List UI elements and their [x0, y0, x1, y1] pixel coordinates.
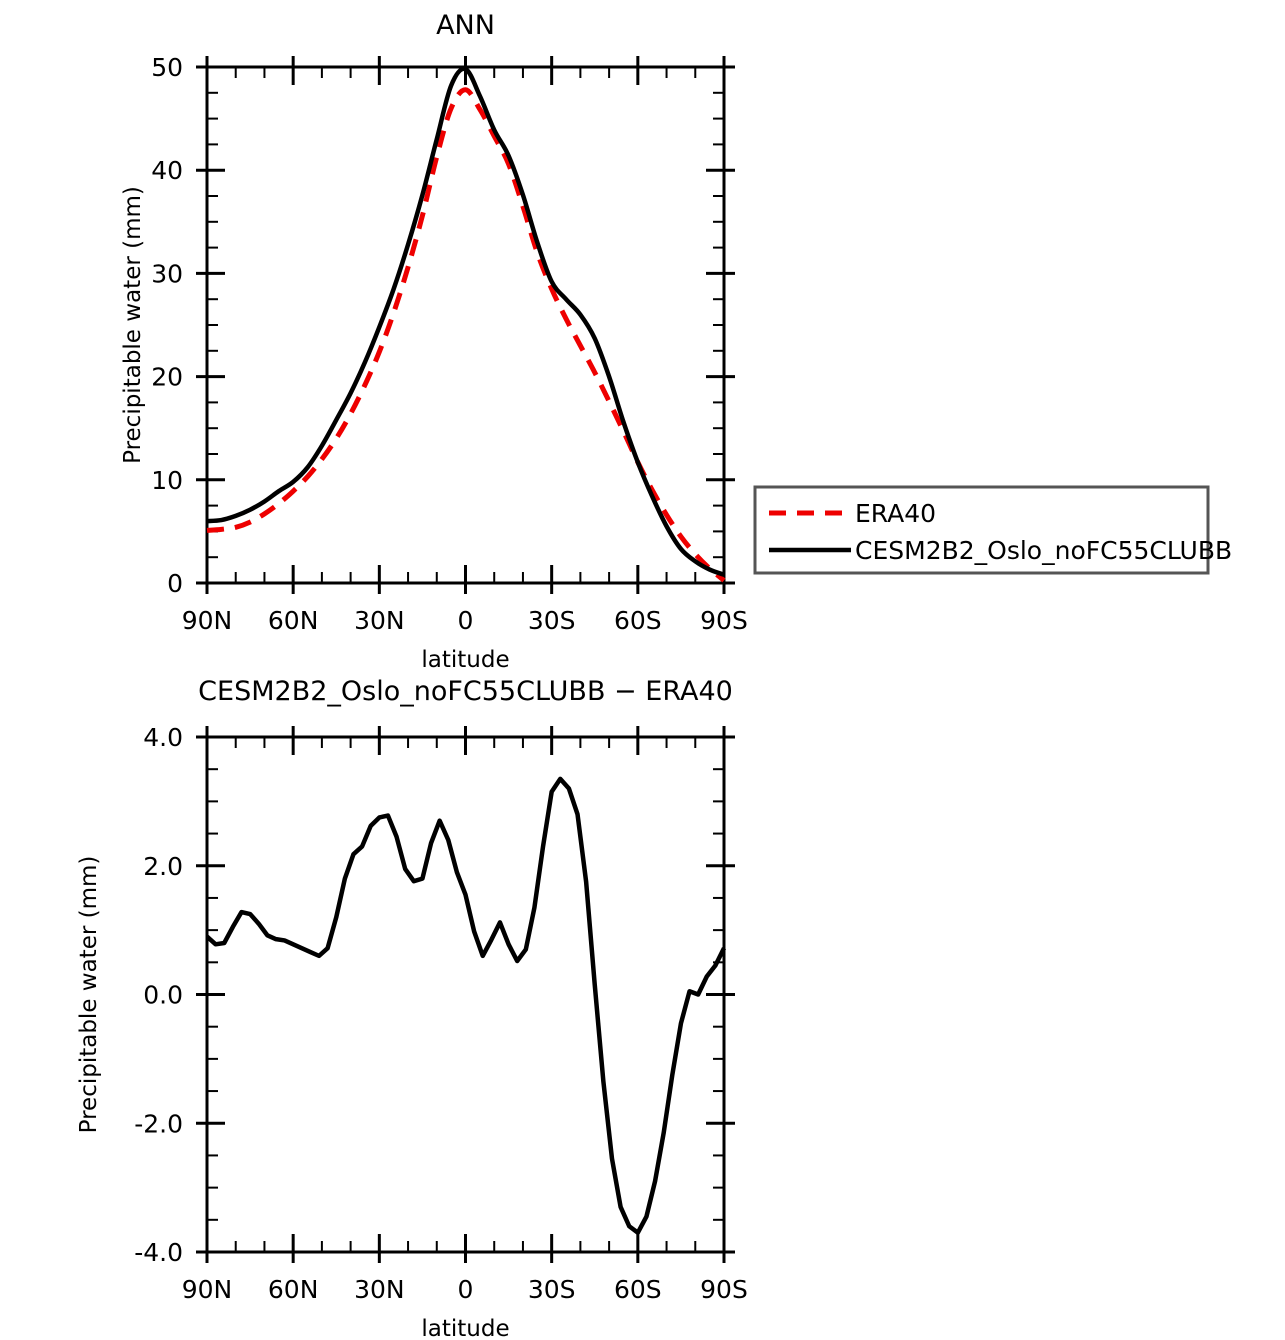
- x-axis-label: latitude: [421, 647, 509, 673]
- x-tick-label: 90N: [182, 606, 233, 635]
- x-tick-label: 30N: [354, 1275, 405, 1304]
- y-tick-label: 10: [151, 466, 183, 495]
- y-tick-label: -2.0: [134, 1109, 183, 1138]
- x-tick-label: 0: [458, 606, 474, 635]
- x-major-ticks: [205, 56, 726, 594]
- y-major-ticks: [196, 65, 735, 585]
- legend-box: [753, 485, 1210, 575]
- series-line-cesm2b2-oslo-nofc55clubb-era40: [205, 776, 727, 1235]
- legend-label-1: CESM2B2_Oslo_noFC55CLUBB: [855, 536, 1232, 565]
- x-tick-label: 90S: [700, 1275, 748, 1304]
- chart-panel-bottom: CESM2B2_Oslo_noFC55CLUBB − ERA40 90N 60N 30…: [76, 676, 748, 1340]
- x-tick-label: 30S: [528, 606, 576, 635]
- x-minor-ticks: [234, 67, 697, 583]
- x-major-ticks: [205, 726, 726, 1263]
- panel-title-bottom: CESM2B2_Oslo_noFC55CLUBB − ERA40: [198, 676, 733, 707]
- y-tick-label: 30: [151, 259, 183, 288]
- x-tick-label: 60S: [614, 1275, 662, 1304]
- y-tick-label: 0: [167, 569, 183, 598]
- x-tick-label: 60N: [268, 1275, 319, 1304]
- y-tick-label: 0.0: [143, 981, 183, 1010]
- plot-frame: [205, 65, 726, 585]
- plot-frame: [205, 735, 726, 1254]
- y-minor-ticks: [207, 768, 724, 1221]
- x-tick-label: 30S: [528, 1275, 576, 1304]
- x-tick-labels: 90N 60N 30N 0 30S 60S 90S: [182, 1275, 748, 1304]
- x-tick-labels: 90N 60N 30N 0 30S 60S 90S: [182, 606, 748, 635]
- x-tick-label: 30N: [354, 606, 405, 635]
- x-tick-label: 60N: [268, 606, 319, 635]
- panel-title-top: ANN: [436, 10, 495, 41]
- y-tick-labels: -4.0 -2.0 0.0 2.0 4.0: [134, 723, 183, 1267]
- x-tick-label: 60S: [614, 606, 662, 635]
- x-axis-label: latitude: [421, 1316, 509, 1340]
- x-tick-label: 90N: [182, 1275, 233, 1304]
- legend: ERA40 CESM2B2_Oslo_noFC55CLUBB: [753, 485, 1232, 575]
- x-minor-ticks: [234, 737, 697, 1252]
- y-tick-label: -4.0: [134, 1238, 183, 1267]
- y-axis-label: Precipitable water (mm): [76, 856, 102, 1134]
- x-tick-label: 90S: [700, 606, 748, 635]
- y-tick-label: 4.0: [143, 723, 183, 752]
- series-line-cesm2b2-oslo-nofc55clubb: [206, 66, 725, 577]
- y-axis-label: Precipitable water (mm): [120, 186, 146, 464]
- y-tick-labels: 0 10 20 30 40 50: [151, 53, 183, 598]
- chart-panel-top: ANN 90N 60N 30N 0 30S 60S 90S latitude 0 10 20 30 40 5…: [120, 10, 748, 673]
- y-major-ticks: [196, 735, 735, 1254]
- y-tick-label: 2.0: [143, 852, 183, 881]
- y-tick-label: 20: [151, 363, 183, 392]
- y-tick-label: 40: [151, 156, 183, 185]
- x-tick-label: 0: [458, 1275, 474, 1304]
- y-tick-label: 50: [151, 53, 183, 82]
- series-line-era40: [206, 87, 726, 583]
- legend-label-0: ERA40: [855, 499, 936, 528]
